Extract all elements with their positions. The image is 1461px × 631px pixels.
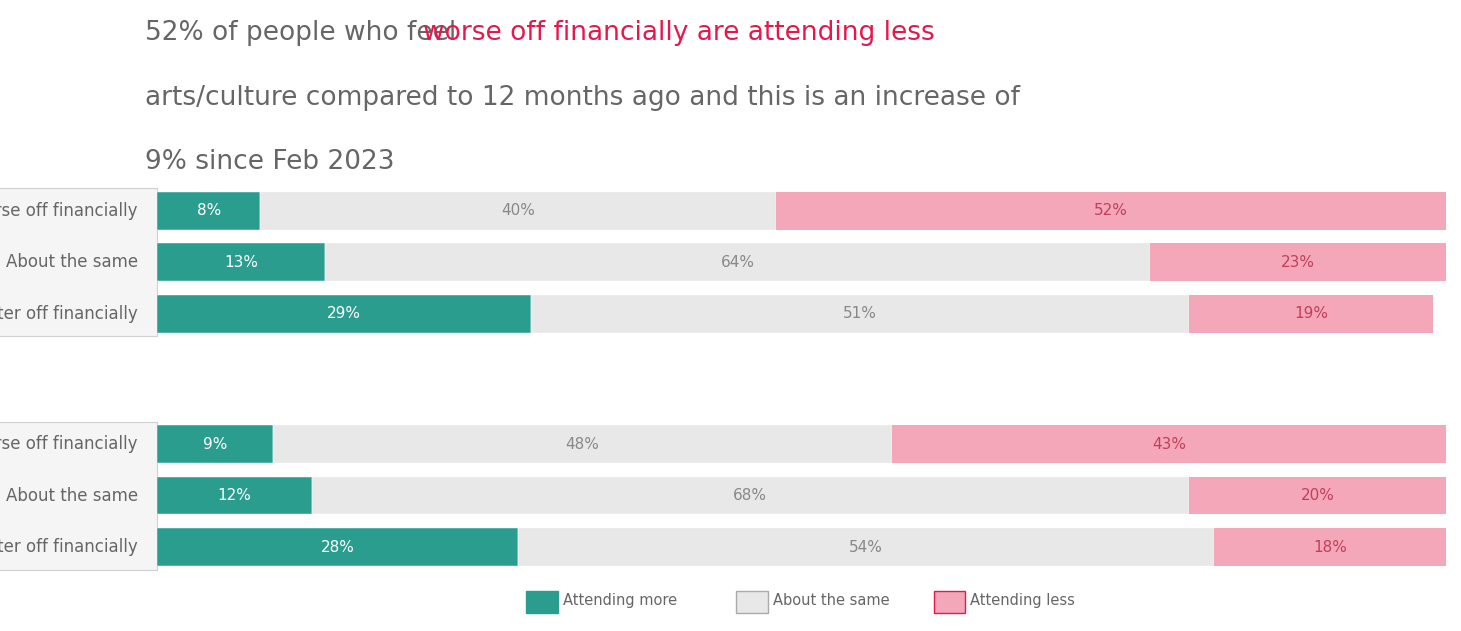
Bar <box>526 591 558 613</box>
Text: Better off financially: Better off financially <box>0 538 137 556</box>
Bar <box>158 477 313 514</box>
Bar <box>519 528 1214 566</box>
Text: 23%: 23% <box>1281 255 1315 270</box>
Text: arts/culture compared to 12 months ago and this is an increase of: arts/culture compared to 12 months ago a… <box>145 85 1020 111</box>
Text: 18%: 18% <box>1313 540 1347 555</box>
Bar <box>158 528 519 566</box>
Text: About the same: About the same <box>6 253 137 271</box>
Text: worse off financially are attending less: worse off financially are attending less <box>422 20 935 46</box>
Bar <box>1189 477 1446 514</box>
Text: 40%: 40% <box>501 203 535 218</box>
Bar <box>893 425 1446 463</box>
Text: About the same: About the same <box>6 487 137 505</box>
Text: Worse off financially: Worse off financially <box>0 435 137 453</box>
Text: 12%: 12% <box>218 488 251 503</box>
Text: 52% of people who feel: 52% of people who feel <box>145 20 465 46</box>
Text: Attending less: Attending less <box>970 593 1075 608</box>
Bar <box>158 295 532 333</box>
Text: 48%: 48% <box>565 437 599 452</box>
Text: 9%: 9% <box>203 437 228 452</box>
Bar <box>736 591 768 613</box>
FancyBboxPatch shape <box>0 422 158 570</box>
Bar <box>273 425 893 463</box>
Bar <box>1150 244 1446 281</box>
Text: Worse off financially: Worse off financially <box>0 202 137 220</box>
Text: 68%: 68% <box>733 488 767 503</box>
Text: 64%: 64% <box>720 255 754 270</box>
Text: 43%: 43% <box>1153 437 1186 452</box>
Text: 54%: 54% <box>849 540 884 555</box>
Bar <box>776 192 1446 230</box>
Text: About the same: About the same <box>773 593 890 608</box>
Text: 51%: 51% <box>843 306 877 321</box>
Bar <box>158 425 273 463</box>
Text: 20%: 20% <box>1300 488 1334 503</box>
Bar <box>1214 528 1446 566</box>
Text: 29%: 29% <box>327 306 361 321</box>
Text: 19%: 19% <box>1294 306 1328 321</box>
Text: Attending more: Attending more <box>562 593 676 608</box>
Text: 52%: 52% <box>1094 203 1128 218</box>
Text: 9% since Feb 2023: 9% since Feb 2023 <box>145 150 394 175</box>
Bar <box>532 295 1189 333</box>
Bar <box>158 244 324 281</box>
Text: 13%: 13% <box>224 255 259 270</box>
Text: Better off financially: Better off financially <box>0 305 137 323</box>
Text: 8%: 8% <box>197 203 221 218</box>
Bar <box>934 591 966 613</box>
FancyBboxPatch shape <box>0 188 158 336</box>
Text: 28%: 28% <box>321 540 355 555</box>
Bar <box>260 192 776 230</box>
Bar <box>1189 295 1433 333</box>
Bar <box>158 192 260 230</box>
Bar <box>324 244 1150 281</box>
Bar <box>313 477 1189 514</box>
